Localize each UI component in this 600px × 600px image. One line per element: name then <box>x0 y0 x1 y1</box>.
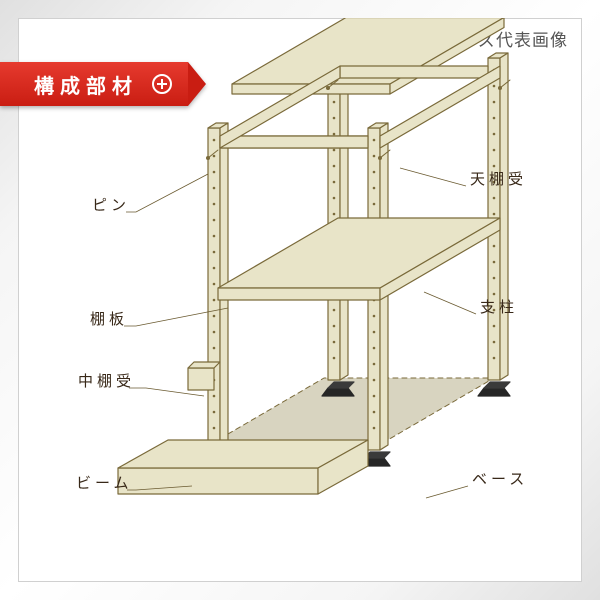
badge-body: 構成部材 <box>0 62 188 106</box>
plus-icon <box>152 74 172 94</box>
label-base: ベース <box>472 468 528 489</box>
section-badge: 構成部材 <box>0 62 206 106</box>
badge-title: 構成部材 <box>34 70 138 99</box>
label-shelf-board: 棚板 <box>90 308 128 329</box>
label-post: 支柱 <box>480 296 518 317</box>
series-note: ※シリーズ代表画像 <box>407 26 568 51</box>
label-pin: ピン <box>92 194 130 215</box>
label-beam: ビーム <box>76 472 133 493</box>
label-top-support: 天棚受 <box>470 168 527 189</box>
metallic-frame: ※シリーズ代表画像 構成部材 ピン棚板中棚受ビーム 天棚受支柱ベース <box>0 0 600 600</box>
label-mid-support: 中棚受 <box>78 370 135 391</box>
badge-arrow <box>188 62 206 106</box>
